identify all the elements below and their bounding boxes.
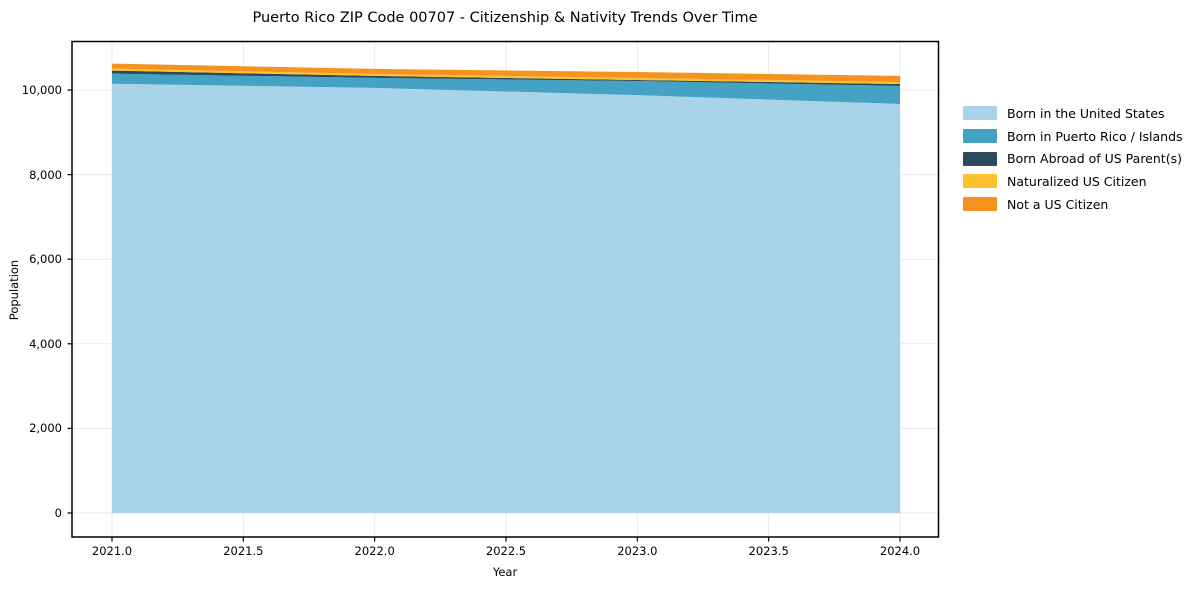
legend-item-2: Born Abroad of US Parent(s)	[963, 147, 1183, 170]
y-tick-label: 8,000	[29, 167, 62, 182]
plot-border	[71, 40, 940, 538]
legend-item-1: Born in Puerto Rico / Islands	[963, 125, 1183, 148]
x-tick-label: 2022.0	[354, 544, 395, 558]
legend-swatch-icon	[963, 129, 997, 144]
chart-title: Puerto Rico ZIP Code 00707 - Citizenship…	[252, 10, 758, 26]
legend-item-3: Naturalized US Citizen	[963, 170, 1183, 193]
axis-ticks	[67, 89, 901, 542]
legend-swatch-icon	[963, 106, 997, 121]
area-series-2	[112, 70, 900, 86]
legend-label: Born in Puerto Rico / Islands	[1007, 128, 1183, 144]
y-tick-label: 6,000	[29, 252, 62, 267]
legend-swatch-icon	[963, 197, 997, 212]
y-tick-label: 2,000	[29, 421, 62, 436]
legend-swatch-icon	[963, 174, 997, 189]
x-tick-label: 2021.5	[223, 544, 264, 558]
x-tick-label: 2023.5	[748, 544, 789, 558]
legend-label: Not a US Citizen	[1007, 196, 1109, 212]
legend: Born in the United States Born in Puerto …	[963, 102, 1183, 215]
legend-swatch-icon	[963, 151, 997, 166]
y-tick-label: 4,000	[29, 336, 62, 351]
legend-label: Born in the United States	[1007, 105, 1165, 121]
x-tick-label: 2024.0	[879, 544, 921, 558]
area-series-1	[112, 73, 900, 104]
x-tick-label: 2021.0	[91, 544, 133, 558]
y-tick-label: 10,000	[21, 83, 62, 97]
x-tick-label: 2022.5	[485, 544, 527, 558]
legend-item-4: Not a US Citizen	[963, 193, 1183, 216]
legend-label: Born Abroad of US Parent(s)	[1007, 151, 1182, 167]
legend-label: Naturalized US Citizen	[1007, 173, 1147, 189]
legend-item-0: Born in the United States	[963, 102, 1183, 125]
stacked-areas	[112, 63, 900, 513]
area-series-3	[112, 68, 900, 84]
y-tick-label: 0	[54, 506, 62, 520]
area-series-4	[112, 63, 900, 82]
x-tick-label: 2023.0	[617, 544, 658, 558]
area-series-0	[112, 83, 900, 513]
x-axis-label: Year	[492, 565, 518, 579]
